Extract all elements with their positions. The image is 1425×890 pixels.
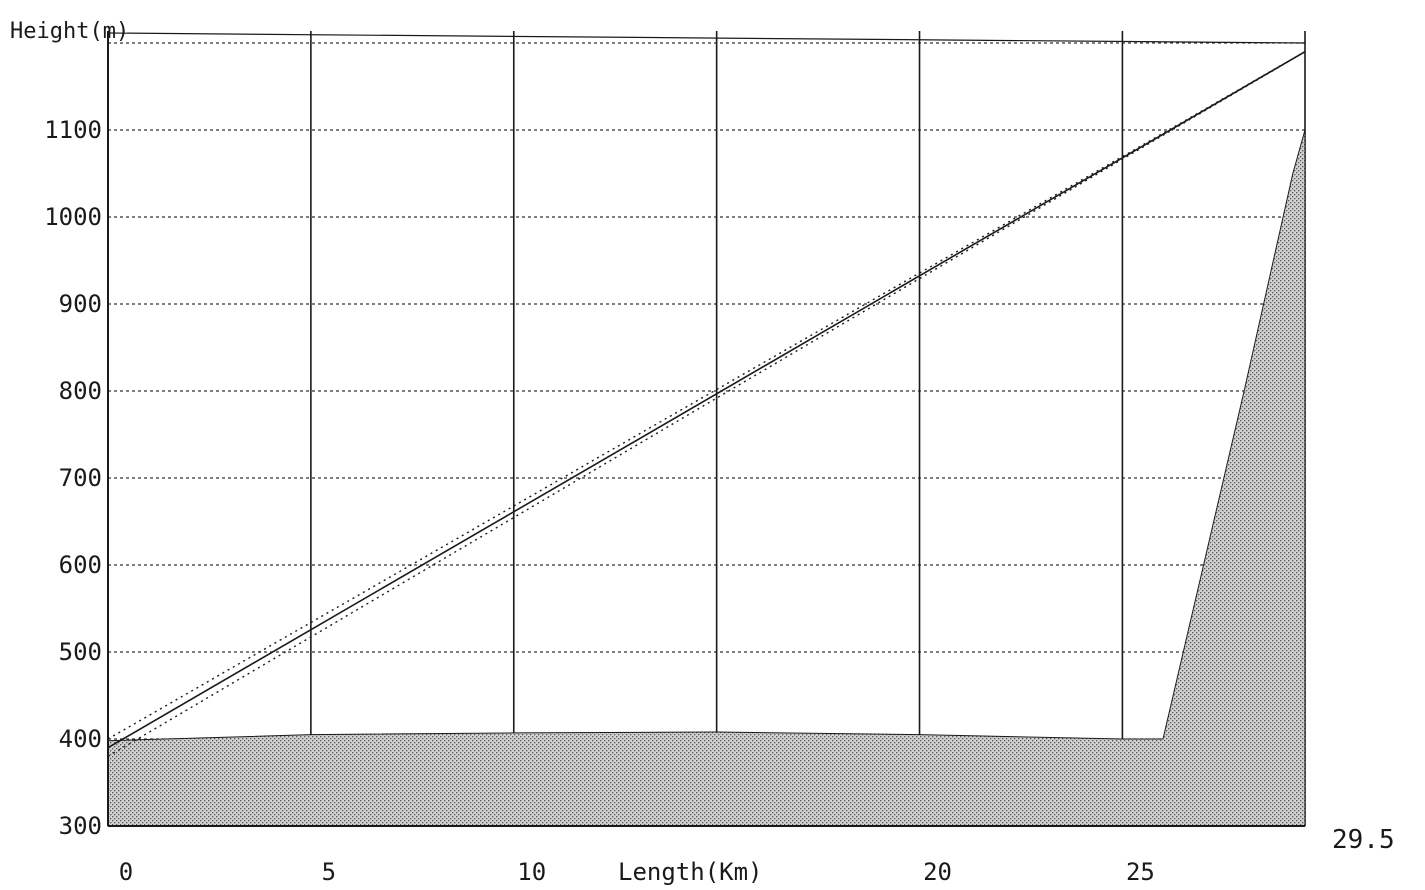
y-tick-label: 400 — [59, 725, 102, 753]
fresnel-boundary — [107, 51, 1306, 758]
x-tick-label: 20 — [923, 858, 952, 886]
plot-frame — [107, 31, 1306, 827]
terrain-layer — [107, 129, 1306, 827]
x-axis-title: Length(Km) — [618, 858, 763, 886]
y-tick-label: 800 — [59, 377, 102, 405]
y-axis-title: Height(m) — [10, 19, 129, 44]
x-tick-label: 5 — [322, 858, 336, 886]
y-tick-label: 600 — [59, 551, 102, 579]
y-tick-label: 300 — [59, 812, 102, 840]
y-tick-label: 900 — [59, 290, 102, 318]
x-tick-label: 10 — [517, 858, 546, 886]
y-tick-label: 700 — [59, 464, 102, 492]
x-tick-label: 0 — [119, 858, 133, 886]
y-tick-label: 1100 — [44, 116, 102, 144]
series-layer — [107, 51, 1306, 758]
top-border — [107, 32, 1306, 44]
axis-labels: Height(m) Length(Km) 29.5 300 400 500 600 70… — [10, 19, 1395, 886]
grid — [107, 31, 1306, 826]
y-tick-label: 500 — [59, 638, 102, 666]
y-tick-label: 1000 — [44, 203, 102, 231]
x-end-label: 29.5 — [1332, 825, 1395, 855]
x-tick-label: 25 — [1126, 858, 1155, 886]
line-of-sight — [107, 51, 1306, 749]
fresnel-boundary — [107, 51, 1306, 740]
terrain-profile — [107, 129, 1306, 827]
